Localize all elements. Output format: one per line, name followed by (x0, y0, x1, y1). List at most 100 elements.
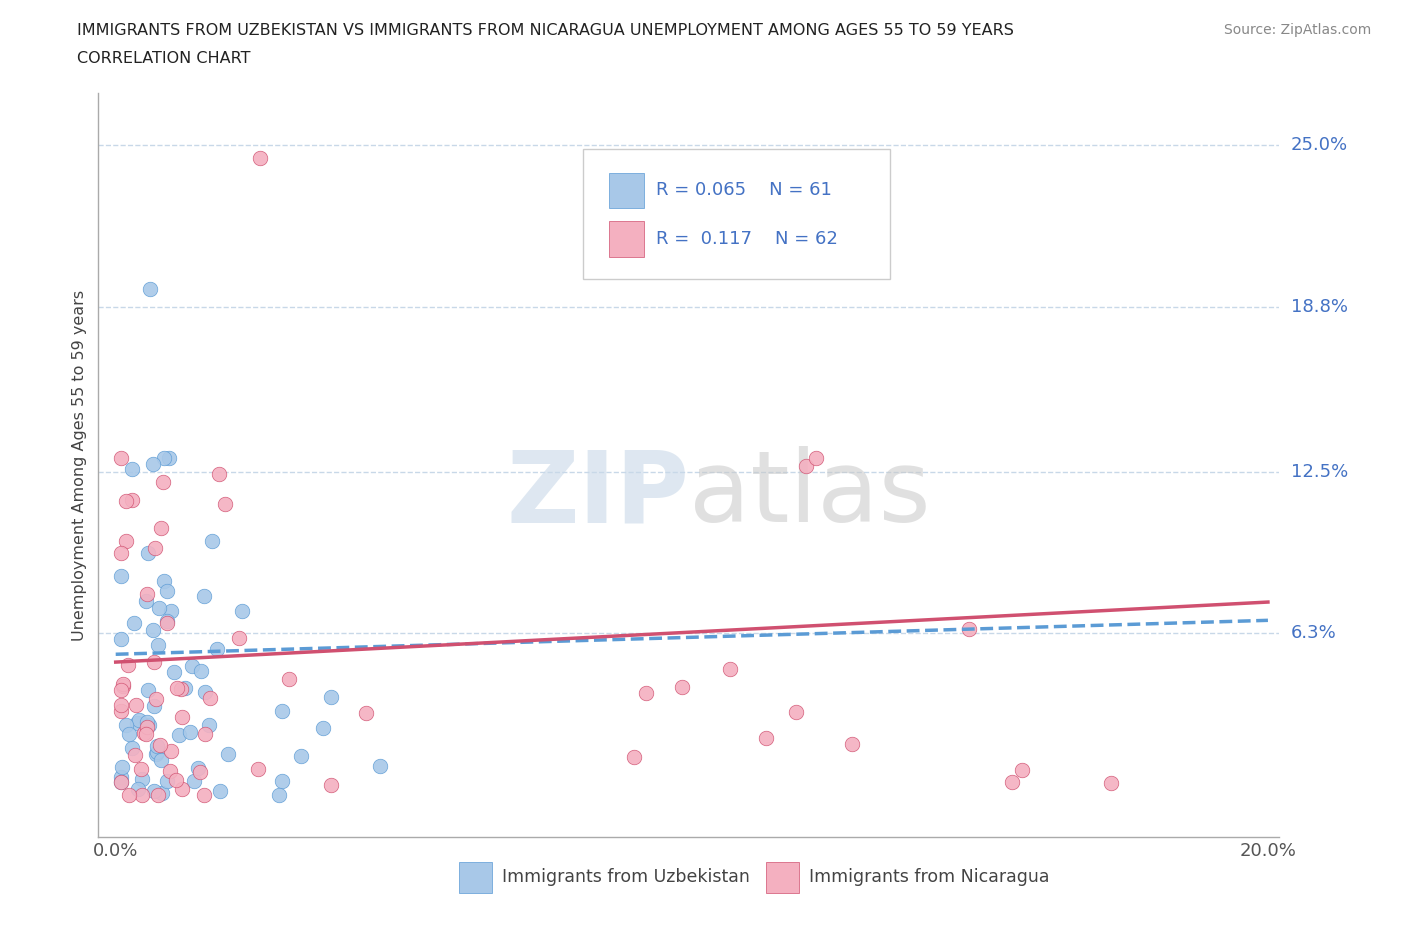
Point (139, 282, 162, 297)
Point (127, 715, 149, 730)
Point (157, 451, 180, 466)
Point (356, 705, 378, 720)
Point (110, 451, 132, 466)
Point (278, 671, 301, 686)
Bar (766, 861, 799, 893)
Point (121, 461, 143, 476)
Point (146, 738, 169, 753)
Point (124, 748, 146, 763)
Point (804, 451, 827, 466)
Point (166, 681, 188, 696)
Point (188, 764, 211, 779)
Point (270, 704, 292, 719)
Point (110, 769, 132, 784)
Point (160, 743, 183, 758)
Point (957, 621, 980, 636)
Point (132, 725, 155, 740)
Point (110, 698, 132, 712)
Point (152, 451, 174, 466)
Point (149, 752, 172, 767)
Point (150, 786, 173, 801)
Point (131, 788, 153, 803)
Text: 12.5%: 12.5% (1291, 462, 1348, 481)
Point (671, 679, 693, 694)
Point (209, 784, 232, 799)
Point (143, 655, 166, 670)
Point (187, 761, 209, 776)
Point (270, 773, 292, 788)
Point (228, 631, 250, 645)
Point (319, 690, 342, 705)
Point (156, 583, 179, 598)
Bar (609, 221, 644, 257)
Text: ZIP: ZIP (506, 446, 689, 543)
Point (148, 788, 170, 803)
Point (269, 788, 291, 803)
Point (167, 727, 190, 742)
Point (205, 642, 228, 657)
Point (110, 775, 132, 790)
Text: Immigrants from Nicaragua: Immigrants from Nicaragua (810, 869, 1050, 886)
Point (246, 762, 269, 777)
Point (149, 737, 172, 752)
Point (193, 684, 215, 699)
Point (165, 773, 187, 788)
Point (249, 151, 271, 166)
Point (110, 546, 132, 561)
Point (634, 685, 657, 700)
Point (135, 726, 157, 741)
Text: Source: ZipAtlas.com: Source: ZipAtlas.com (1223, 23, 1371, 37)
Point (136, 587, 159, 602)
Point (111, 760, 134, 775)
Point (595, 242, 617, 257)
Text: 6.3%: 6.3% (1291, 624, 1336, 643)
Point (290, 749, 312, 764)
Point (110, 704, 132, 719)
Point (841, 737, 863, 751)
Point (785, 705, 807, 720)
Point (152, 574, 174, 589)
FancyBboxPatch shape (582, 149, 890, 279)
Point (156, 616, 179, 631)
Point (125, 698, 148, 712)
Point (755, 730, 778, 745)
Point (145, 747, 167, 762)
Point (149, 520, 172, 535)
Point (159, 604, 181, 618)
Point (194, 726, 217, 741)
Point (145, 692, 167, 707)
Point (623, 750, 645, 764)
Point (183, 774, 205, 789)
Point (156, 774, 179, 789)
Text: 18.8%: 18.8% (1291, 298, 1347, 316)
Point (110, 683, 132, 698)
Point (121, 493, 143, 508)
Point (121, 741, 143, 756)
Text: atlas: atlas (689, 446, 931, 543)
Point (159, 764, 181, 778)
Point (1001, 775, 1024, 790)
Point (190, 664, 212, 679)
Point (207, 467, 229, 482)
Point (111, 678, 134, 693)
Point (114, 718, 136, 733)
Point (118, 788, 141, 803)
Point (136, 714, 159, 729)
Point (114, 494, 136, 509)
Point (193, 788, 215, 803)
Point (368, 759, 391, 774)
Point (217, 747, 239, 762)
Point (214, 497, 236, 512)
Point (152, 474, 174, 489)
Point (128, 712, 150, 727)
Point (312, 721, 335, 736)
Point (718, 661, 741, 676)
Text: 25.0%: 25.0% (1291, 136, 1348, 154)
Point (148, 637, 170, 652)
Point (170, 682, 193, 697)
Point (142, 784, 165, 799)
Point (200, 690, 222, 705)
Point (131, 772, 153, 787)
Point (110, 775, 132, 790)
Point (181, 658, 204, 673)
